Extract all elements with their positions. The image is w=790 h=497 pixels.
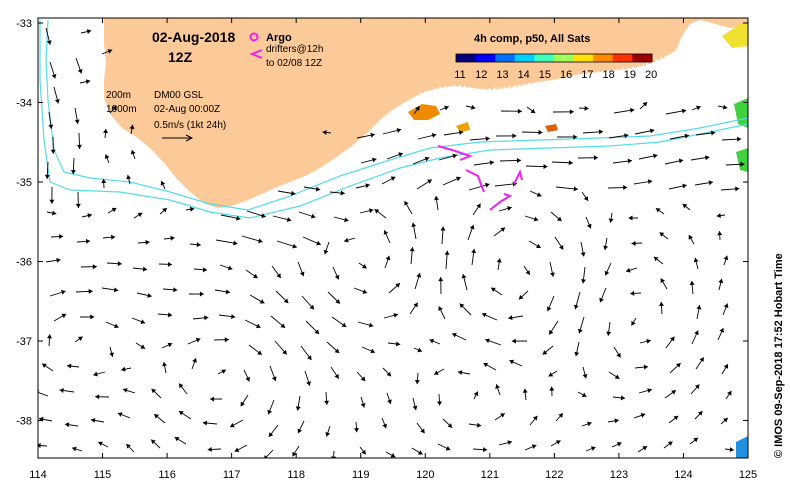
imos-credit: © IMOS 09-Sep-2018 17:52 Hobart Time xyxy=(773,253,785,458)
lon-tick-label: 123 xyxy=(610,469,628,481)
lon-tick-label: 125 xyxy=(739,469,757,481)
map-title-time: 12Z xyxy=(168,49,193,65)
colorbar-swatch xyxy=(476,54,496,62)
map-title-date: 02-Aug-2018 xyxy=(152,29,235,45)
colorbar-tick-label: 17 xyxy=(581,69,593,81)
colorbar-swatch xyxy=(534,54,554,62)
colorbar-tick-label: 15 xyxy=(539,69,551,81)
lon-tick-label: 119 xyxy=(352,469,370,481)
colorbar-tick-label: 11 xyxy=(454,69,465,81)
drifters-sub-label: to 02/08 12Z xyxy=(266,58,322,69)
lon-tick-label: 124 xyxy=(674,469,692,481)
colorbar-title: 4h comp, p50, All Sats xyxy=(474,33,590,45)
colorbar-tick-label: 12 xyxy=(475,69,487,81)
argo-label: Argo xyxy=(266,32,292,44)
colorbar-swatch xyxy=(515,54,535,62)
lat-tick-label: -34 xyxy=(16,98,32,110)
lon-tick-label: 117 xyxy=(223,469,241,481)
analysis-time-label: 02-Aug 00:00Z xyxy=(154,104,220,115)
colorbar-swatch xyxy=(554,54,574,62)
lon-tick-label: 122 xyxy=(545,469,563,481)
lon-tick-label: 114 xyxy=(29,469,47,481)
lon-tick-label: 118 xyxy=(287,469,305,481)
colorbar-tick-label: 14 xyxy=(518,69,530,81)
colorbar-swatch xyxy=(456,54,476,62)
colorbar-tick-label: 16 xyxy=(560,69,572,81)
colorbar-swatches xyxy=(456,54,653,62)
scale-label: 0.5m/s (1kt 24h) xyxy=(154,120,226,131)
colorbar-tick-label: 20 xyxy=(645,69,657,81)
colorbar-tick-label: 18 xyxy=(603,69,615,81)
lon-tick-label: 116 xyxy=(158,469,176,481)
colorbar-swatch xyxy=(574,54,594,62)
lat-tick-label: -33 xyxy=(16,18,32,30)
isobath-200m-label: 200m xyxy=(106,90,131,101)
colorbar-swatch xyxy=(593,54,613,62)
lon-tick-label: 121 xyxy=(481,469,499,481)
colorbar-swatch xyxy=(632,54,652,62)
drifters-label: drifters@12h xyxy=(266,44,323,55)
lat-tick-label: -38 xyxy=(16,416,32,428)
lat-tick-label: -36 xyxy=(16,257,32,269)
colorbar-swatch xyxy=(613,54,633,62)
lat-tick-label: -37 xyxy=(16,336,32,348)
isobath-1000m-label: 1000m xyxy=(106,104,137,115)
colorbar-swatch xyxy=(495,54,515,62)
colorbar-tick-label: 19 xyxy=(624,69,636,81)
lon-tick-label: 120 xyxy=(416,469,434,481)
product-label: DM00 GSL xyxy=(154,90,204,101)
lat-tick-label: -35 xyxy=(16,177,32,189)
colorbar-tick-label: 13 xyxy=(496,69,508,81)
lon-tick-label: 115 xyxy=(94,469,112,481)
